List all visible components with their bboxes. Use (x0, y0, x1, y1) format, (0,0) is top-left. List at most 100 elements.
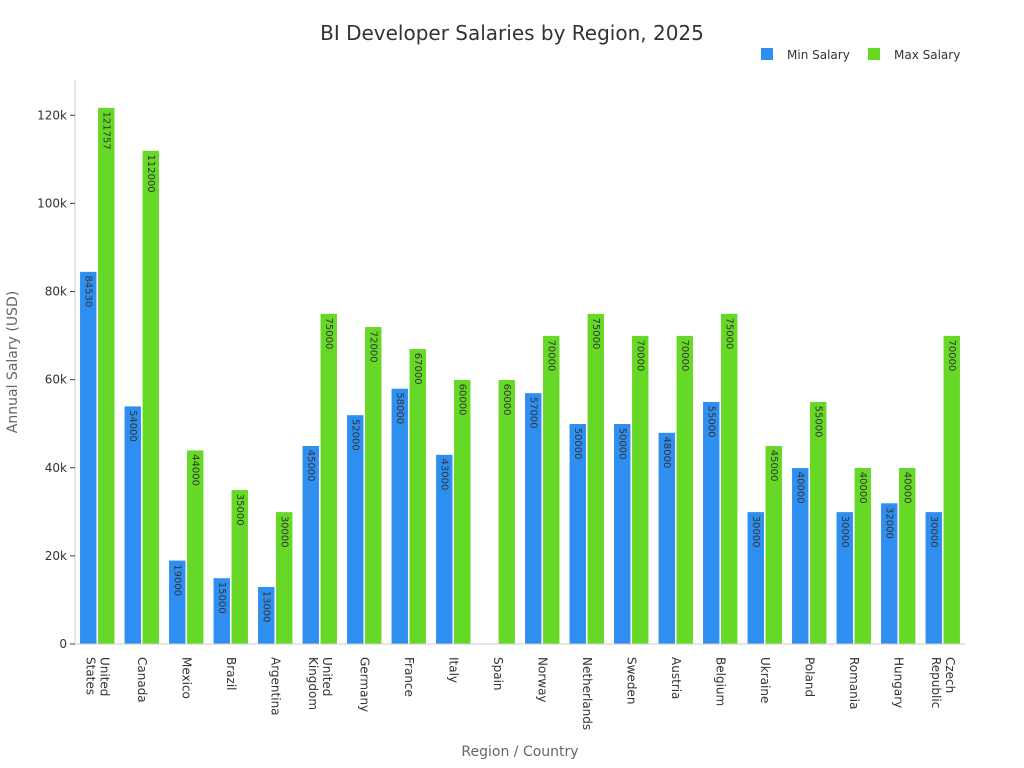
x-tick-label: Mexico (179, 657, 193, 699)
x-tick-label: Argentina (268, 657, 282, 716)
legend: Min Salary Max Salary (761, 48, 960, 62)
data-label-min-salary: 58000 (394, 392, 405, 424)
data-label-min-salary: 30000 (928, 516, 939, 548)
y-tick-label: 0 (59, 637, 67, 651)
data-label-max-salary: 121757 (100, 112, 111, 150)
x-tick-label: Netherlands (580, 657, 594, 730)
data-label-min-salary: 40000 (794, 472, 805, 504)
bar-max-salary (809, 401, 828, 645)
x-tick-label-line: Canada (135, 657, 149, 703)
x-tick-label: UnitedStates (83, 657, 111, 696)
data-label-min-salary: 50000 (616, 428, 627, 460)
y-tick-label: 120k (37, 108, 67, 122)
data-label-min-salary: 52000 (349, 419, 360, 451)
bar-min-salary (390, 388, 409, 645)
x-tick-label-line: Mexico (179, 657, 193, 699)
data-label-max-salary: 70000 (946, 340, 957, 372)
data-label-max-salary: 72000 (367, 331, 378, 363)
x-tick-label: Hungary (891, 657, 905, 708)
bar-max-salary (141, 150, 160, 645)
bar-max-salary (720, 313, 739, 645)
y-axis-title: Annual Salary (USD) (5, 291, 21, 433)
bar-max-salary (631, 335, 650, 645)
data-label-max-salary: 75000 (590, 318, 601, 350)
data-label-min-salary: 57000 (527, 397, 538, 429)
x-tick-label: Sweden (624, 657, 638, 704)
bar-max-salary (408, 348, 427, 645)
x-tick-label: Austria (669, 657, 683, 699)
legend-swatch-max-salary (868, 48, 880, 60)
data-label-min-salary: 50000 (572, 428, 583, 460)
x-tick-label-line: Romania (847, 657, 861, 709)
legend-label-min-salary: Min Salary (787, 48, 850, 62)
x-tick-label-line: Italy (446, 657, 460, 683)
x-tick-label-line: France (402, 657, 416, 697)
bar-max-salary (97, 107, 116, 645)
data-label-min-salary: 43000 (438, 459, 449, 491)
data-label-max-salary: 67000 (412, 353, 423, 385)
x-tick-label: Spain (491, 657, 505, 691)
bar-max-salary (319, 313, 338, 645)
data-label-min-salary: 54000 (127, 410, 138, 442)
x-tick-label-line: Spain (491, 657, 505, 691)
bar-max-salary (542, 335, 561, 645)
data-label-max-salary: 60000 (501, 384, 512, 416)
legend-swatch-min-salary (761, 48, 773, 60)
data-label-max-salary: 35000 (234, 494, 245, 526)
data-label-max-salary: 45000 (768, 450, 779, 482)
x-tick-label-line: States (83, 657, 97, 695)
bar-max-salary (942, 335, 961, 645)
data-label-min-salary: 15000 (216, 582, 227, 614)
x-tick-label: CzechRepublic (929, 657, 957, 708)
x-tick-label-line: Kingdom (306, 657, 320, 710)
x-tick-label-line: Netherlands (580, 657, 594, 730)
data-label-max-salary: 75000 (323, 318, 334, 350)
data-label-max-salary: 70000 (679, 340, 690, 372)
bar-max-salary (675, 335, 694, 645)
x-tick-label: Brazil (224, 657, 238, 691)
x-tick-label-line: Sweden (624, 657, 638, 704)
x-tick-label-line: United (320, 657, 334, 696)
data-label-max-salary: 60000 (456, 384, 467, 416)
x-tick-label-line: Poland (802, 657, 816, 697)
x-tick-label: Italy (446, 657, 460, 683)
x-tick-label-line: Austria (669, 657, 683, 699)
x-tick-label: Romania (847, 657, 861, 709)
x-tick-label-line: Ukraine (758, 657, 772, 703)
x-tick-label: UnitedKingdom (306, 657, 334, 710)
y-tick-label: 40k (45, 461, 67, 475)
data-label-min-salary: 45000 (305, 450, 316, 482)
legend-label-max-salary: Max Salary (894, 48, 960, 62)
bar-max-salary (586, 313, 605, 645)
data-label-min-salary: 55000 (705, 406, 716, 438)
x-tick-label-line: Brazil (224, 657, 238, 691)
data-label-min-salary: 30000 (750, 516, 761, 548)
y-tick-label: 20k (45, 549, 67, 563)
bar-min-salary (524, 392, 543, 645)
data-label-max-salary: 44000 (189, 454, 200, 486)
x-tick-label: Canada (135, 657, 149, 703)
data-label-max-salary: 75000 (723, 318, 734, 350)
bar-min-salary (702, 401, 721, 645)
x-tick-label-line: Belgium (713, 657, 727, 706)
data-label-max-salary: 55000 (812, 406, 823, 438)
data-label-min-salary: 19000 (171, 564, 182, 596)
data-label-min-salary: 48000 (661, 437, 672, 469)
bar-max-salary (497, 379, 516, 645)
bar-min-salary (79, 271, 98, 645)
data-label-max-salary: 40000 (857, 472, 868, 504)
bar-max-salary (364, 326, 383, 645)
data-label-max-salary: 40000 (901, 472, 912, 504)
x-tick-label: Poland (802, 657, 816, 697)
y-tick-label: 60k (45, 373, 67, 387)
data-label-max-salary: 70000 (634, 340, 645, 372)
x-tick-label: France (402, 657, 416, 697)
data-label-min-salary: 84530 (82, 276, 93, 308)
x-axis: UnitedStates Canada Mexico Brazil Argentina U… (75, 643, 965, 730)
y-axis: 0 20k 40k 60k 80k 100k 120k (37, 80, 76, 651)
x-tick-label-line: United (97, 657, 111, 696)
x-tick-label-line: Republic (929, 657, 943, 708)
x-tick-label: Ukraine (758, 657, 772, 703)
chart-title: BI Developer Salaries by Region, 2025 (320, 21, 704, 45)
